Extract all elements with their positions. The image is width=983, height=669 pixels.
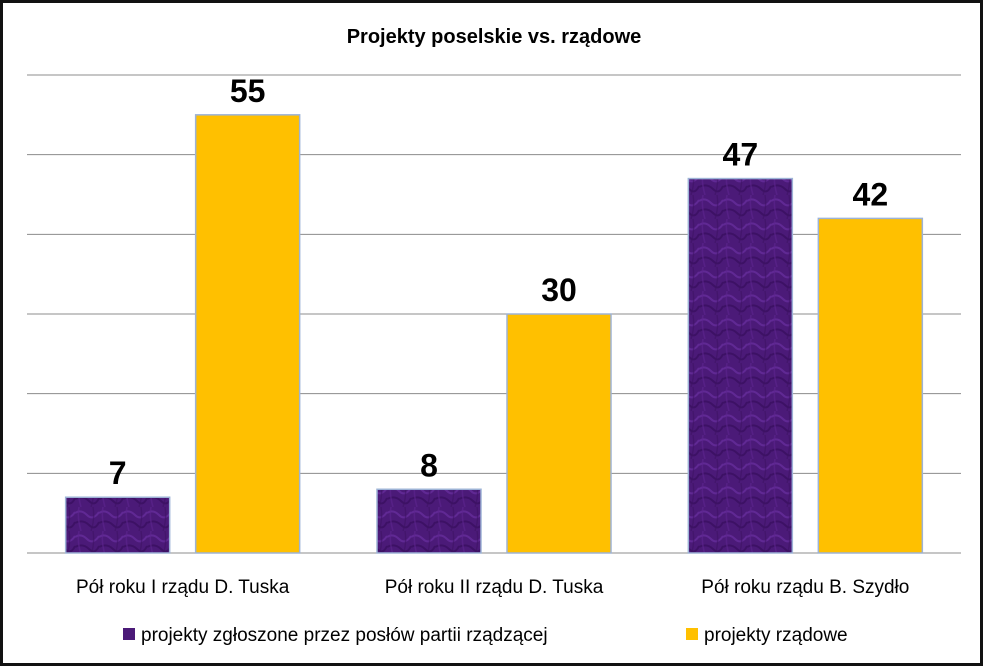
legend: projekty zgłoszone przez posłów partii r… (123, 625, 848, 646)
category-label: Pół roku II rządu D. Tuska (385, 577, 604, 598)
bar-chart: Projekty poselskie vs. rządowe 7 55 8 30 47 4… (27, 26, 961, 646)
category-label: Pół roku rządu B. Szydło (701, 577, 909, 598)
chart-title: Projekty poselskie vs. rządowe (347, 26, 642, 48)
data-label: 30 (541, 272, 577, 308)
bar-poselskie (64, 496, 171, 554)
legend-swatch (123, 628, 135, 640)
data-label: 8 (420, 447, 438, 483)
value-labels: 7 55 8 30 47 42 (109, 73, 888, 491)
bar-rzadowe (506, 313, 612, 554)
legend-label: projekty zgłoszone przez posłów partii r… (141, 625, 548, 646)
data-label: 42 (853, 176, 889, 212)
bar-poselskie (687, 177, 794, 554)
data-label: 7 (109, 455, 127, 491)
data-label: 55 (230, 73, 266, 109)
category-label: Pół roku I rządu D. Tuska (76, 577, 290, 598)
gridlines (27, 74, 961, 554)
bar-rzadowe (194, 114, 301, 554)
category-labels: Pół roku I rządu D. Tuska Pół roku II rzą… (76, 577, 909, 598)
bar-rzadowe (817, 217, 924, 554)
data-label: 47 (723, 137, 759, 173)
legend-label: projekty rządowe (704, 625, 848, 646)
legend-swatch (686, 628, 698, 640)
bars (64, 114, 924, 554)
bar-poselskie (376, 488, 482, 554)
